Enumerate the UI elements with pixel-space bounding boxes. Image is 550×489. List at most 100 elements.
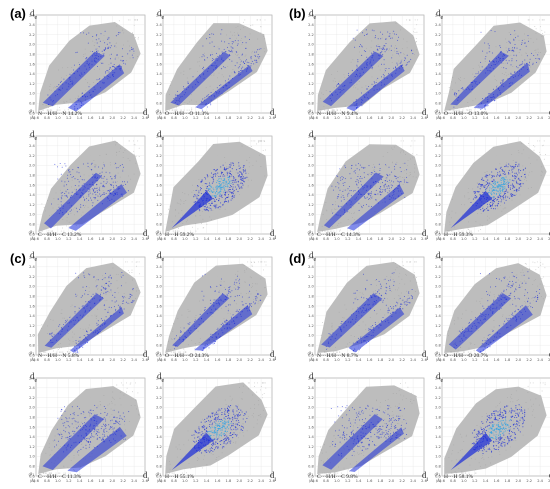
fingerprint-point: [255, 56, 256, 57]
fingerprint-point: [358, 187, 359, 188]
fingerprint-point: [501, 167, 502, 168]
fingerprint-point: [107, 182, 108, 183]
fingerprint-point: [503, 178, 504, 179]
fingerprint-point: [535, 52, 536, 53]
fingerprint-point: [501, 84, 502, 85]
x-tick-label: 1.6: [494, 237, 500, 241]
fingerprint-point: [509, 198, 510, 199]
fingerprint-point: [485, 105, 486, 106]
fingerprint-point: [508, 74, 509, 75]
fingerprint-point: [364, 50, 365, 51]
fingerprint-point: [403, 150, 404, 151]
fingerprint-point: [488, 210, 489, 211]
fingerprint-point: [257, 283, 258, 284]
fingerprint-point: [93, 428, 94, 429]
fingerprint-point: [452, 211, 453, 212]
fingerprint-point: [194, 348, 195, 349]
fingerprint-point: [97, 309, 98, 310]
fingerprint-point: [512, 184, 513, 185]
fingerprint-point: [238, 181, 239, 182]
fingerprint-point: [184, 193, 185, 194]
fingerprint-point: [64, 186, 65, 187]
fingerprint-point: [501, 193, 502, 194]
fingerprint-point: [487, 175, 488, 176]
fingerprint-point: [246, 64, 247, 65]
fingerprint-point: [83, 315, 84, 316]
fingerprint-point: [519, 188, 520, 189]
y-tick-label: 1.2: [435, 203, 441, 207]
fingerprint-point: [87, 61, 88, 62]
fingerprint-point: [212, 316, 213, 317]
fingerprint-point: [110, 162, 111, 163]
fingerprint-point: [487, 101, 488, 102]
fingerprint-point: [130, 296, 131, 297]
fingerprint-point: [111, 278, 112, 279]
fingerprint-point: [66, 449, 67, 450]
fingerprint-point: [61, 205, 62, 206]
fingerprint-point: [240, 40, 241, 41]
de-axis-label: de: [436, 8, 443, 21]
fingerprint-point: [88, 334, 89, 335]
fingerprint-point: [508, 187, 509, 188]
fingerprint-point: [85, 311, 86, 312]
fingerprint-point: [380, 38, 381, 39]
fingerprint-point: [400, 63, 401, 64]
fingerprint-point: [115, 302, 116, 303]
fingerprint-point: [48, 107, 49, 108]
fingerprint-point: [240, 314, 241, 315]
fingerprint-point: [499, 45, 500, 46]
contact-caption: O···H/H···O 11.3%: [165, 111, 209, 117]
fingerprint-point: [336, 214, 337, 215]
fingerprint-point: [536, 62, 537, 63]
fingerprint-point: [385, 178, 386, 179]
fingerprint-point: [263, 34, 264, 35]
fingerprint-point: [114, 164, 115, 165]
fingerprint-point: [542, 172, 543, 173]
fingerprint-point: [201, 193, 202, 194]
fingerprint-point: [366, 89, 367, 90]
fingerprint-point: [340, 180, 341, 181]
fingerprint-point: [104, 429, 105, 430]
fingerprint-point: [378, 66, 379, 67]
fingerprint-point: [371, 193, 372, 194]
fingerprint-point: [347, 194, 348, 195]
fingerprint-point: [53, 198, 54, 199]
fingerprint-point: [68, 181, 69, 182]
fingerprint-point: [500, 191, 501, 192]
fingerprint-point: [526, 180, 527, 181]
fingerprint-point: [61, 419, 62, 420]
fingerprint-point: [60, 208, 61, 209]
fingerprint-point: [506, 177, 507, 178]
y-tick-label: 2.2: [156, 33, 162, 37]
fingerprint-point: [542, 19, 543, 20]
fingerprint-point: [350, 230, 351, 231]
fingerprint-point: [106, 283, 107, 284]
fingerprint-point: [503, 63, 504, 64]
fingerprint-point: [384, 64, 385, 65]
fingerprint-point: [184, 328, 185, 329]
fingerprint-point: [254, 303, 255, 304]
fingerprint-point: [197, 194, 198, 195]
fingerprint-point: [476, 197, 477, 198]
fingerprint-point: [230, 328, 231, 329]
fingerprint-point: [208, 210, 209, 211]
fingerprint-point: [338, 83, 339, 84]
fingerprint-point: [80, 190, 81, 191]
fingerprint-point: [374, 174, 375, 175]
fingerprint-point: [103, 178, 104, 179]
fingerprint-point: [488, 183, 489, 184]
fingerprint-point: [220, 206, 221, 207]
y-tick-label: 1.0: [308, 92, 314, 96]
fingerprint-point: [247, 177, 248, 178]
fingerprint-point: [78, 100, 79, 101]
fingerprint-point: [225, 169, 226, 170]
fingerprint-point: [485, 97, 486, 98]
fingerprint-point: [69, 77, 70, 78]
fingerprint-point: [210, 86, 211, 87]
fingerprint-point: [475, 195, 476, 196]
fingerprint-point: [74, 412, 75, 413]
fingerprint-point: [118, 32, 119, 33]
fingerprint-point: [504, 208, 505, 209]
fingerprint-point: [241, 316, 242, 317]
fingerprint-point: [213, 343, 214, 344]
